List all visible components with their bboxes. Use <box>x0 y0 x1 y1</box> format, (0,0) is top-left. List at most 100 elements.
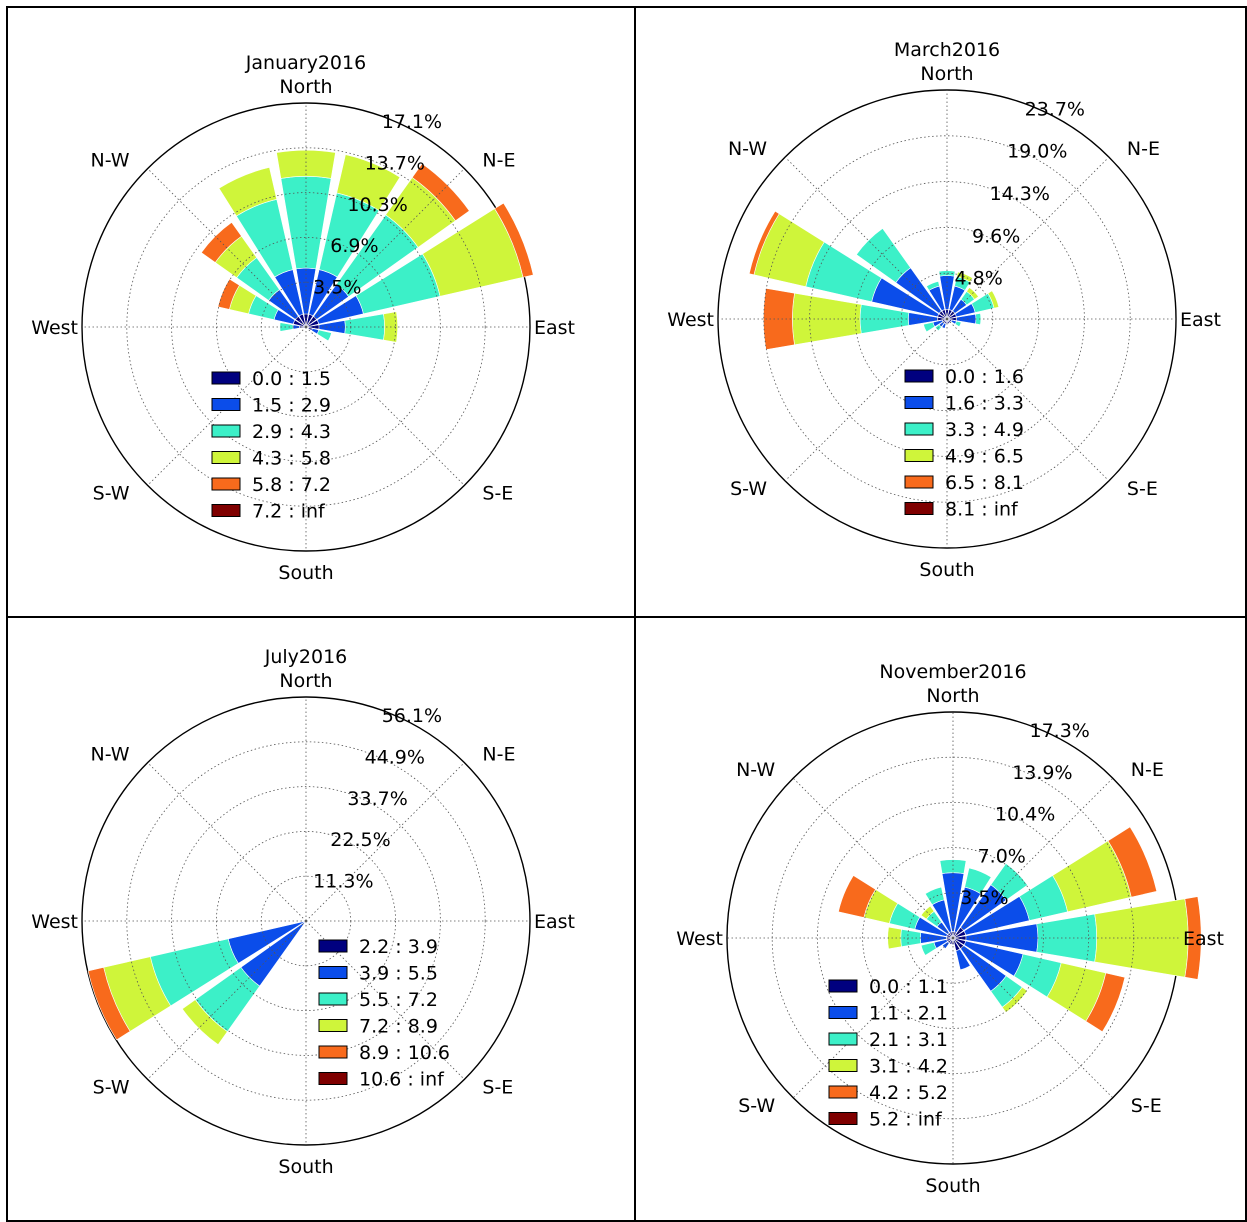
grid-spoke <box>792 777 954 939</box>
windrose-panel-january: 3.5% 6.9% 10.3% 13.7% 17.1% North N-E East S-E So… <box>6 6 636 618</box>
legend-label-4: 4.2 : 5.2 <box>869 1082 948 1104</box>
wedge-3375-bin-3 <box>218 167 278 217</box>
wedge-1350-bin-3 <box>1001 986 1028 1013</box>
grid-spoke <box>147 762 307 922</box>
ring-label: 33.7% <box>347 788 407 810</box>
legend-swatch-0 <box>211 371 241 385</box>
wedge-225-bin-2 <box>964 867 992 895</box>
ring-label: 4.8% <box>955 268 1003 290</box>
legend-swatch-5 <box>211 504 241 517</box>
ring-label: 19.0% <box>1007 141 1067 163</box>
ring-label: 14.3% <box>990 183 1050 205</box>
ring-label: 44.9% <box>365 746 425 768</box>
legend-swatch-0 <box>904 369 934 383</box>
ring-label: 17.1% <box>382 111 442 133</box>
wedge-1125-bin-2 <box>316 329 332 342</box>
legend-label-2: 2.1 : 3.1 <box>869 1029 948 1051</box>
wedge-225-bin-3 <box>956 271 974 283</box>
wedge-1575-bin-1 <box>955 948 971 971</box>
windrose-january: 3.5% 6.9% 10.3% 13.7% 17.1% North N-E East S-E So… <box>31 52 575 584</box>
wedge-0-bin-3 <box>276 149 336 179</box>
grid-spoke <box>147 920 307 1080</box>
wedge-2700-bin-2 <box>279 322 294 332</box>
legend-swatch-1 <box>828 1006 858 1019</box>
ring-label: 17.3% <box>1029 720 1089 742</box>
windrose-november: 3.5% 7.0% 10.4% 13.9% 17.3% North N-E East S-E So… <box>676 661 1224 1197</box>
wedge-2475-bin-2 <box>923 321 936 333</box>
legend-swatch-3 <box>904 449 934 462</box>
direction-label-south: South <box>925 1175 980 1197</box>
legend-label-1: 3.9 : 5.5 <box>359 963 438 985</box>
wedge-675-bin-4 <box>1107 826 1158 898</box>
direction-label-east: East <box>534 911 575 933</box>
wedge-900-bin-2 <box>975 313 982 325</box>
chart-title: November2016 <box>879 661 1026 683</box>
legend-swatch-5 <box>828 1112 858 1125</box>
direction-label-s-e: S-E <box>1127 478 1158 500</box>
direction-label-south: South <box>919 559 974 581</box>
legend-label-1: 1.6 : 3.3 <box>945 393 1024 415</box>
grid-ring <box>763 135 1131 503</box>
direction-label-n-w: N-W <box>91 744 130 766</box>
wedge-2925-bin-4 <box>748 210 780 276</box>
direction-label-north: North <box>279 670 332 692</box>
legend-swatch-2 <box>904 422 934 436</box>
grid-ring <box>126 147 486 507</box>
legend-label-1: 1.5 : 2.9 <box>252 395 331 417</box>
legend-label-4: 8.9 : 10.6 <box>359 1042 450 1064</box>
legend-swatch-4 <box>904 475 934 489</box>
legend-swatch-0 <box>318 939 348 953</box>
windrose-july: 11.3% 22.5% 33.7% 44.9% 56.1% North N-E East S-E… <box>31 646 575 1178</box>
legend-label-0: 0.0 : 1.6 <box>945 366 1024 388</box>
legend-swatch-2 <box>318 992 348 1006</box>
direction-label-west: West <box>31 317 78 339</box>
legend-label-5: 8.1 : inf <box>945 499 1019 521</box>
wedge-450-bin-4 <box>411 163 470 222</box>
ring-label: 22.5% <box>330 829 390 851</box>
legend-swatch-1 <box>904 396 934 409</box>
grid-ring <box>900 272 994 366</box>
legend-label-3: 4.3 : 5.8 <box>252 448 331 470</box>
grid-spoke <box>147 168 307 328</box>
direction-label-north: North <box>279 76 332 98</box>
legend-label-2: 5.5 : 7.2 <box>359 989 438 1011</box>
wedge-2925-bin-4 <box>217 278 240 310</box>
wedge-1125-bin-4 <box>1085 972 1126 1033</box>
direction-label-west: West <box>31 911 78 933</box>
wedge-0-bin-2 <box>939 859 967 874</box>
wedge-1800-bin-0 <box>951 937 955 945</box>
ring-label: 7.0% <box>978 845 1026 867</box>
legend-label-3: 3.1 : 4.2 <box>869 1056 948 1078</box>
direction-label-n-e: N-E <box>482 744 515 766</box>
wedge-450-bin-2 <box>990 863 1028 901</box>
legend-swatch-3 <box>828 1059 858 1072</box>
ring-label: 10.3% <box>347 194 407 216</box>
legend-label-0: 0.0 : 1.1 <box>869 976 948 998</box>
legend-label-2: 3.3 : 4.9 <box>945 419 1024 441</box>
legend-label-0: 0.0 : 1.5 <box>252 368 331 390</box>
windrose-march: 4.8% 9.6% 14.3% 19.0% 23.7% North N-E East S-E So… <box>667 39 1221 581</box>
wedge-2475-bin-2 <box>920 942 937 956</box>
ring-label: 13.7% <box>365 152 425 174</box>
ring-label: 9.6% <box>972 225 1020 247</box>
windrose-panel-november: 3.5% 7.0% 10.4% 13.9% 17.3% North N-E East S-E So… <box>634 616 1247 1222</box>
chart-title: July2016 <box>264 646 348 668</box>
wedge-2925-bin-4 <box>838 875 876 918</box>
grid-spoke <box>305 326 465 486</box>
legend-swatch-5 <box>904 502 934 515</box>
grid-spoke <box>952 937 1114 1099</box>
ring-label: 23.7% <box>1025 98 1085 120</box>
ring-label: 10.4% <box>995 804 1055 826</box>
legend-label-1: 1.1 : 2.1 <box>869 1003 948 1025</box>
wedge-2025-bin-1 <box>941 322 947 329</box>
wedge-3375-bin-2 <box>926 280 940 291</box>
direction-label-south: South <box>278 1156 333 1178</box>
direction-label-east: East <box>1180 309 1221 331</box>
ring-label: 6.9% <box>330 235 378 257</box>
direction-label-north: North <box>926 685 979 707</box>
direction-label-n-w: N-W <box>736 759 775 781</box>
legend-label-3: 7.2 : 8.9 <box>359 1016 438 1038</box>
wedge-3375-bin-2 <box>924 886 945 906</box>
grid-ring <box>215 830 396 1011</box>
